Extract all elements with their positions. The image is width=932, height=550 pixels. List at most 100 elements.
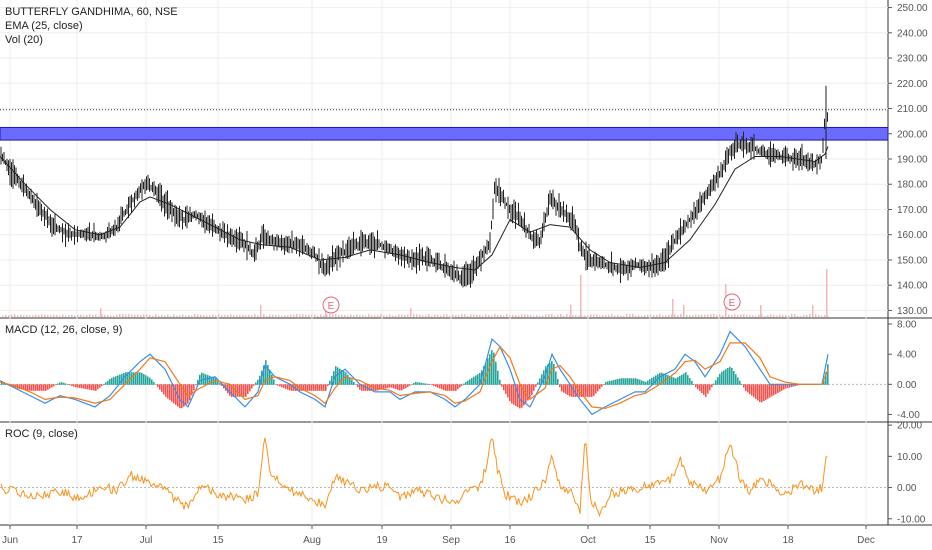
macd-hist-bar: [441, 384, 443, 390]
volume-bar: [317, 315, 319, 317]
volume-bar: [380, 314, 382, 317]
volume-bar: [647, 314, 649, 317]
macd-hist-bar: [207, 375, 209, 385]
macd-hist-bar: [397, 384, 399, 390]
volume-bar: [92, 314, 94, 317]
macd-hist-bar: [27, 384, 29, 391]
macd-hist-bar: [767, 384, 769, 399]
earnings-marker[interactable]: E: [723, 293, 741, 311]
macd-hist-bar: [741, 383, 743, 385]
macd-hist-bar: [479, 372, 481, 385]
volume-bar: [17, 315, 19, 317]
macd-hist-bar: [389, 384, 391, 388]
macd-hist-bar: [427, 383, 429, 385]
macd-legend[interactable]: MACD (12, 26, close, 9): [5, 324, 122, 336]
volume-bar: [755, 315, 757, 317]
macd-hist-bar: [535, 384, 537, 387]
macd-hist-bar: [597, 384, 599, 392]
volume-spike: [580, 275, 582, 317]
macd-hist-bar: [661, 372, 663, 385]
volume-bar: [515, 315, 517, 317]
macd-hist-bar: [81, 384, 83, 389]
volume-bar: [470, 314, 472, 317]
volume-bar: [365, 315, 367, 317]
macd-hist-bar: [761, 384, 763, 403]
macd-hist-bar: [119, 374, 121, 385]
volume-bar: [578, 315, 580, 317]
macd-hist-bar: [125, 372, 127, 385]
price-tick-label: 170.00: [897, 205, 928, 216]
ema-legend[interactable]: EMA (25, close): [5, 20, 83, 32]
volume-spike: [410, 308, 412, 317]
volume-bar: [164, 315, 166, 317]
macd-hist-bar: [101, 384, 103, 387]
macd-hist-bar: [467, 380, 469, 385]
roc-line: [0, 437, 828, 518]
macd-hist-bar: [41, 384, 43, 391]
macd-hist-bar: [795, 384, 797, 387]
volume-bar: [530, 315, 532, 317]
volume-bar: [35, 314, 37, 317]
macd-hist-bar: [155, 384, 157, 385]
volume-bar: [287, 315, 289, 317]
volume-bar: [488, 315, 490, 317]
macd-hist-bar: [381, 384, 383, 390]
volume-bar: [197, 314, 199, 317]
macd-hist-bar: [227, 384, 229, 394]
ema-line: [0, 146, 829, 271]
volume-bar: [20, 314, 22, 317]
macd-hist-bar: [701, 384, 703, 394]
macd-hist-bar: [775, 384, 777, 395]
macd-line: [0, 330, 829, 416]
macd-hist-bar: [497, 370, 499, 385]
volume-bar: [71, 314, 73, 317]
macd-hist-bar: [667, 375, 669, 385]
macd-hist-bar: [3, 383, 5, 385]
volume-bar: [368, 314, 370, 317]
volume-bar: [299, 314, 301, 317]
volume-bar: [212, 314, 214, 317]
macd-hist-bar: [823, 380, 825, 385]
macd-hist-bar: [291, 384, 293, 391]
macd-hist-bar: [201, 372, 203, 385]
symbol-legend[interactable]: BUTTERFLY GANDHIMA, 60, NSE: [5, 6, 178, 18]
macd-axis: 8.00 4.00 0.00 -4.00: [888, 320, 920, 421]
volume-bar: [620, 315, 622, 317]
macd-hist-bar: [753, 384, 755, 398]
volume-bar: [629, 314, 631, 317]
macd-hist-bar: [333, 371, 335, 385]
macd-hist-bar: [769, 384, 771, 398]
macd-hist-bar: [337, 367, 339, 385]
macd-hist-bar: [175, 384, 177, 405]
volume-bar: [485, 314, 487, 317]
volume-bar: [512, 315, 514, 317]
macd-hist-bar: [219, 383, 221, 385]
macd-hist-bar: [435, 384, 437, 387]
volume-bar: [461, 314, 463, 317]
macd-hist-bar: [357, 384, 359, 388]
volume-bar: [776, 315, 778, 317]
macd-hist-bar: [429, 384, 431, 385]
volume-bar: [455, 315, 457, 317]
macd-hist-bar: [515, 384, 517, 406]
macd-hist-bar: [477, 374, 479, 385]
macd-hist-bar: [53, 384, 55, 387]
roc-legend[interactable]: ROC (9, close): [5, 428, 78, 440]
volume-legend[interactable]: Vol (20): [5, 34, 43, 46]
macd-hist-bar: [253, 384, 255, 386]
macd-hist-bar: [43, 384, 45, 391]
macd-hist-bar: [85, 384, 87, 390]
volume-bar: [233, 315, 235, 317]
earnings-label: E: [729, 298, 736, 309]
volume-bar: [131, 314, 133, 317]
macd-hist-bar: [475, 375, 477, 385]
macd-hist-bar: [589, 384, 591, 397]
macd-hist-bar: [173, 384, 175, 404]
macd-hist-bar: [221, 384, 223, 387]
roc-tick-label: 10.00: [897, 452, 922, 463]
volume-bar: [548, 314, 550, 317]
macd-hist-bar: [283, 384, 285, 389]
macd-hist-bar: [79, 384, 81, 388]
earnings-marker[interactable]: E: [322, 296, 340, 314]
